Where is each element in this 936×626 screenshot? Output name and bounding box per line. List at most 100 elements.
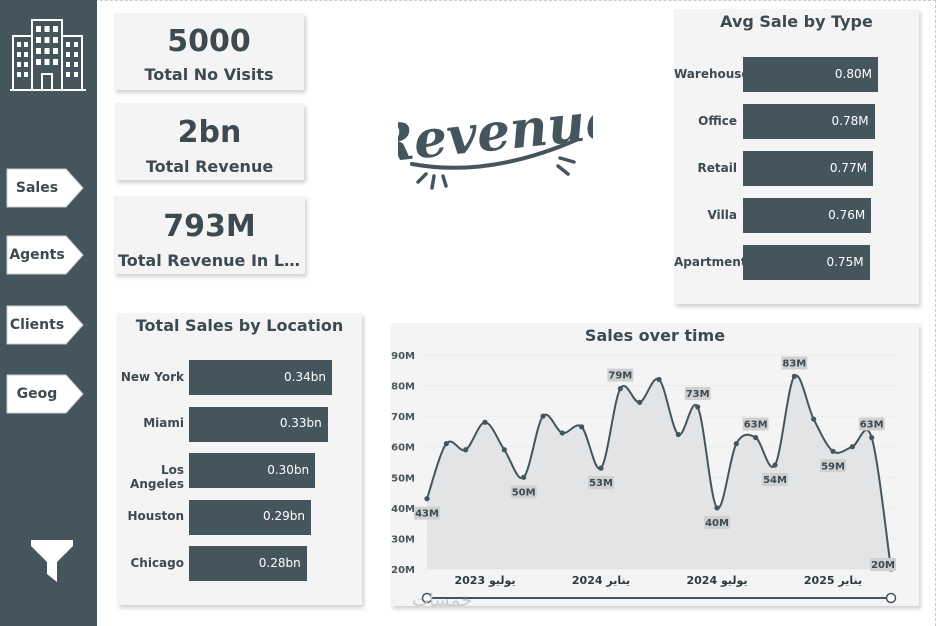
data-point[interactable] [559, 430, 565, 436]
data-point[interactable] [849, 444, 855, 450]
type-value-label: 0.80M [834, 66, 872, 81]
data-label-bg [588, 476, 614, 490]
y-tick-label: 40M [391, 504, 415, 515]
chart-title: Avg Sale by Type [720, 12, 873, 31]
data-point[interactable] [482, 419, 488, 425]
data-point[interactable] [424, 496, 430, 502]
x-tick-label: يوليو 2023 [455, 574, 516, 587]
data-point[interactable] [656, 376, 662, 383]
y-tick-label: 90M [391, 351, 415, 362]
avg-sale-by-type-chart: Avg Sale by Type Warehouse 0.80M Office 0.7… [674, 9, 919, 304]
data-point[interactable] [617, 386, 623, 392]
type-bar[interactable] [743, 245, 870, 280]
type-value-label: 0.75M [826, 254, 864, 269]
type-bar[interactable] [743, 151, 873, 186]
y-tick-label: 50M [391, 473, 415, 484]
location-category-label: Miami [143, 416, 184, 430]
nav-button-label: Clients [9, 317, 65, 333]
data-label: 50M [512, 487, 536, 498]
data-point[interactable] [443, 441, 449, 447]
data-label-bg [781, 356, 808, 370]
data-label: 83M [782, 358, 806, 369]
kpi-card-revenue-last: 793M Total Revenue In Last... [114, 196, 305, 274]
nav-button-sales[interactable]: Sales [6, 168, 84, 208]
kpi-value: 2bn [177, 115, 242, 150]
filter-funnel-icon[interactable] [30, 538, 74, 584]
sidebar: Sales Agents Clients Geog [0, 0, 97, 626]
nav-button-clients[interactable]: Clients [6, 305, 84, 345]
y-tick-label: 80M [391, 382, 415, 393]
data-point[interactable] [695, 404, 701, 410]
data-label: 53M [589, 478, 613, 489]
nav-button-label: Sales [15, 180, 59, 196]
range-slider-end-handle[interactable] [885, 592, 897, 604]
line-area-plot: 90M 80M 70M 60M 50M 40M 30M 20M 43M 50M 53M 79M 73M 4… [391, 351, 899, 604]
location-bar[interactable] [189, 499, 311, 535]
type-category-label: Warehouse [674, 66, 750, 81]
data-label-bg [858, 417, 885, 431]
nav-arrow-shape [6, 374, 84, 414]
data-point[interactable] [791, 373, 797, 379]
chart-title: Total Sales by Location [135, 316, 344, 335]
type-bar[interactable] [743, 57, 878, 92]
data-label-bg [607, 368, 634, 382]
location-category-label: New York [120, 369, 184, 384]
data-point[interactable] [463, 447, 469, 453]
type-value-label: 0.77M [829, 160, 867, 175]
nav-button-geog[interactable]: Geog [6, 374, 84, 414]
type-category-label: Apartment [674, 254, 747, 269]
data-point[interactable] [714, 505, 720, 511]
data-label: 43M [415, 509, 439, 520]
data-point[interactable] [811, 416, 817, 422]
type-bar[interactable] [743, 198, 872, 233]
nav-button-label: Agents [9, 247, 65, 263]
data-point[interactable] [598, 465, 604, 471]
data-label-bg [414, 506, 440, 520]
location-bar[interactable] [189, 453, 316, 488]
data-label: 63M [860, 420, 884, 431]
data-point[interactable] [830, 448, 836, 454]
kpi-card-total-visits: 5000 Total No Visits [114, 13, 304, 90]
nav-button-label: Geog [16, 386, 58, 402]
series-line [426, 374, 892, 570]
location-bar[interactable] [189, 546, 307, 581]
data-point[interactable] [501, 447, 507, 453]
kpi-value: 793M [163, 209, 256, 244]
data-point[interactable] [772, 462, 778, 468]
data-point[interactable] [579, 424, 585, 430]
data-label-bg [684, 386, 711, 400]
sales-by-location-chart: Total Sales by Location New York 0.34bn Mi… [117, 313, 362, 605]
kpi-label: Total No Visits [144, 65, 274, 84]
data-label-bg [762, 473, 788, 487]
kpi-value: 5000 [167, 24, 251, 59]
data-point[interactable] [753, 434, 759, 441]
type-bar[interactable] [743, 104, 875, 139]
data-point[interactable] [869, 434, 875, 441]
location-bar[interactable] [189, 360, 332, 395]
x-tick-label: يناير 2024 [572, 574, 630, 587]
data-label-bg [704, 515, 730, 529]
data-label-bg [510, 485, 537, 499]
office-building-icon [10, 19, 86, 91]
data-label-bg [742, 417, 769, 431]
location-bar[interactable] [189, 406, 328, 442]
location-category-label: Los Angeles [130, 462, 184, 491]
x-tick-label: يوليو 2024 [687, 574, 748, 587]
data-label: 79M [608, 371, 632, 382]
nav-arrow-shape [6, 168, 84, 208]
location-value-label: 0.34bn [284, 369, 326, 384]
range-slider-start-handle[interactable] [421, 592, 433, 604]
y-tick-label: 20M [391, 565, 415, 576]
nav-button-agents[interactable]: Agents [6, 235, 84, 275]
kpi-card-total-revenue: 2bn Total Revenue [115, 103, 304, 180]
data-point[interactable] [521, 474, 527, 480]
data-point[interactable] [675, 431, 681, 438]
type-category-label: Villa [707, 207, 737, 222]
data-label: 63M [744, 420, 768, 431]
type-category-label: Retail [697, 160, 737, 175]
data-point[interactable] [733, 441, 739, 447]
location-value-label: 0.28bn [258, 555, 301, 570]
data-point[interactable] [540, 413, 546, 419]
data-label: 20M [871, 560, 895, 571]
data-point[interactable] [637, 399, 643, 405]
